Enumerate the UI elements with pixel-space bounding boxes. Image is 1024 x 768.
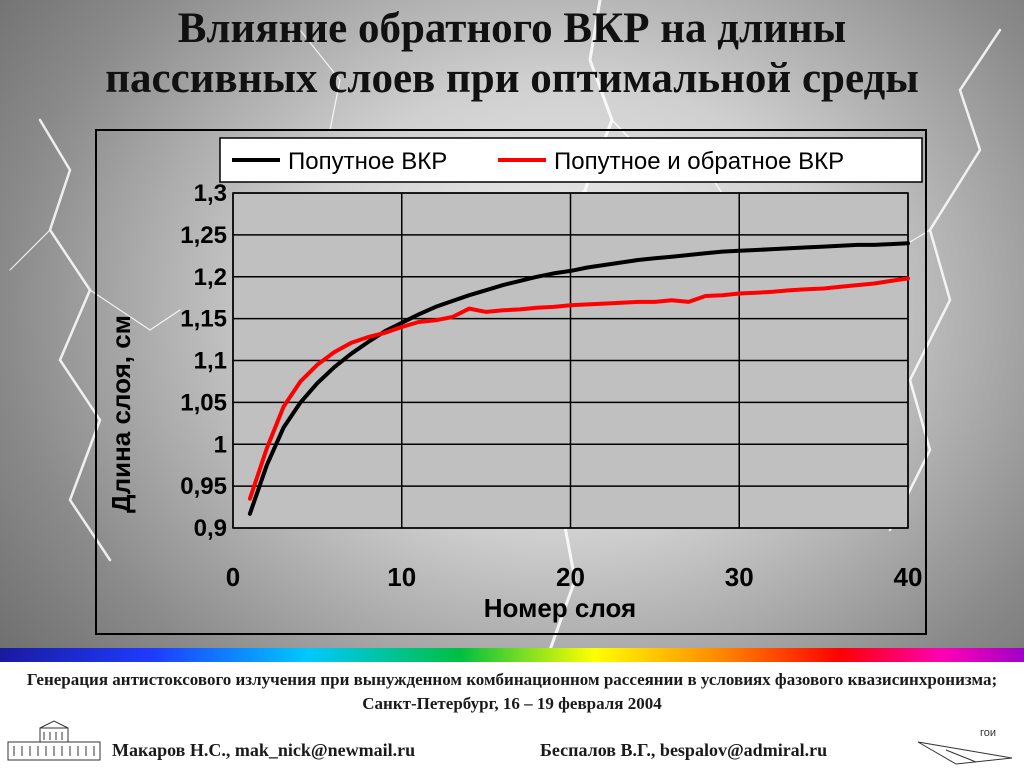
line-chart: Попутное ВКР Попутное и обратное ВКР 0,9… — [95, 129, 927, 635]
y-tick-label-4: 1,1 — [194, 348, 227, 375]
y-tick-label-6: 1,2 — [194, 264, 227, 291]
y-tick-label-1: 0,95 — [180, 473, 227, 500]
title-line-2: пассивных слоев при оптимальной среды — [105, 55, 919, 102]
x-tick-label-4: 40 — [894, 562, 923, 592]
institute-building-logo — [7, 720, 101, 761]
x-tick-label-0: 0 — [226, 562, 240, 592]
x-tick-label-1: 10 — [387, 562, 416, 592]
footer — [0, 662, 1024, 768]
y-tick-label-5: 1,15 — [180, 306, 227, 333]
series-lines — [247, 241, 910, 516]
chart-frame — [95, 129, 927, 635]
x-tick-labels: 0 10 20 30 40 — [226, 562, 923, 592]
x-tick-label-2: 20 — [556, 562, 585, 592]
rainbow-divider — [0, 648, 1024, 662]
y-axis-label: Длина слоя, см — [106, 315, 136, 513]
y-tick-label-8: 1,3 — [194, 180, 227, 207]
y-tick-label-7: 1,25 — [180, 222, 227, 249]
y-tick-label-3: 1,05 — [180, 389, 227, 416]
author-2: Беспалов В.Г., bespalov@admiral.ru — [540, 740, 828, 760]
legend-label-0: Попутное ВКР — [288, 148, 447, 175]
title-line-1: Влияние обратного ВКР на длины — [177, 5, 847, 52]
y-tick-label-2: 1 — [214, 431, 227, 458]
goi-logo: гои — [917, 727, 1013, 765]
author-1: Макаров Н.С., mak_nick@newmail.ru — [112, 740, 416, 760]
x-tick-label-3: 30 — [725, 562, 754, 592]
legend-label-1: Попутное и обратное ВКР — [554, 148, 844, 175]
legend: Попутное ВКР Попутное и обратное ВКР — [219, 137, 923, 183]
series-line-0 — [247, 241, 910, 516]
grid-lines — [232, 192, 909, 529]
series-line-1 — [247, 276, 910, 501]
conference-text: Генерация антистоксового излучения при в… — [26, 670, 998, 713]
legend-box — [219, 137, 923, 183]
y-tick-labels: 0,9 0,95 1 1,05 1,1 1,15 1,2 1,25 1,3 — [180, 180, 227, 542]
slide-title: Влияние обратного ВКР на длины пассивных… — [0, 4, 1024, 104]
y-tick-label-0: 0,9 — [194, 515, 227, 542]
goi-logo-text: гои — [980, 727, 996, 739]
x-axis-label: Номер слоя — [484, 593, 636, 623]
